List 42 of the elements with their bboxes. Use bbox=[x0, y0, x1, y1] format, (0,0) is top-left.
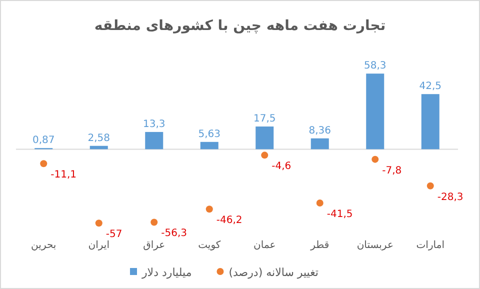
data-label: 2,58 bbox=[88, 132, 110, 144]
legend-label: تغییر سالانه (درصد) bbox=[228, 266, 318, 279]
data-label: 5,63 bbox=[198, 128, 221, 140]
point bbox=[372, 156, 379, 163]
bar bbox=[200, 142, 218, 150]
data-label: 8,36 bbox=[308, 125, 332, 136]
x-tick-label: عراق bbox=[143, 240, 166, 251]
x-tick-label: عمان bbox=[254, 240, 276, 251]
data-label: 17,5 bbox=[253, 114, 276, 125]
x-tick-label: قطر bbox=[310, 240, 330, 251]
legend-label: میلیارد دلار bbox=[141, 266, 192, 279]
x-tick-label: عربستان bbox=[356, 240, 394, 251]
point bbox=[95, 220, 102, 227]
x-tick-label: ایران bbox=[88, 240, 110, 251]
point bbox=[316, 200, 324, 207]
data-label: 58,3 bbox=[364, 60, 386, 72]
bar bbox=[366, 74, 384, 150]
data-label: -28,3 bbox=[437, 192, 464, 203]
data-label: 0,87 bbox=[32, 135, 55, 146]
data-label: 13,3 bbox=[142, 118, 166, 130]
chart-title: تجارت هفت ماهه چین با کشورهای منطقه bbox=[94, 18, 386, 34]
point bbox=[40, 160, 48, 168]
point bbox=[150, 218, 158, 226]
x-tick-label: بحرین bbox=[31, 240, 56, 251]
data-label: -4,6 bbox=[272, 161, 292, 172]
x-tick-label: کویت bbox=[198, 240, 221, 251]
bar bbox=[145, 132, 164, 150]
bar bbox=[90, 146, 108, 150]
data-label: -41,5 bbox=[326, 209, 353, 220]
data-label: -56,3 bbox=[161, 228, 187, 240]
data-label: -11,1 bbox=[50, 170, 76, 181]
point bbox=[261, 152, 268, 159]
x-tick-label: امارات bbox=[416, 240, 444, 251]
data-label: 42,5 bbox=[419, 81, 442, 92]
data-label: -57 bbox=[106, 229, 122, 240]
data-label: -46,2 bbox=[216, 215, 242, 226]
point bbox=[206, 206, 213, 213]
bar bbox=[421, 94, 440, 150]
point bbox=[426, 182, 434, 190]
data-label: -7,8 bbox=[382, 165, 402, 176]
bar bbox=[256, 126, 274, 150]
bar bbox=[310, 138, 329, 150]
